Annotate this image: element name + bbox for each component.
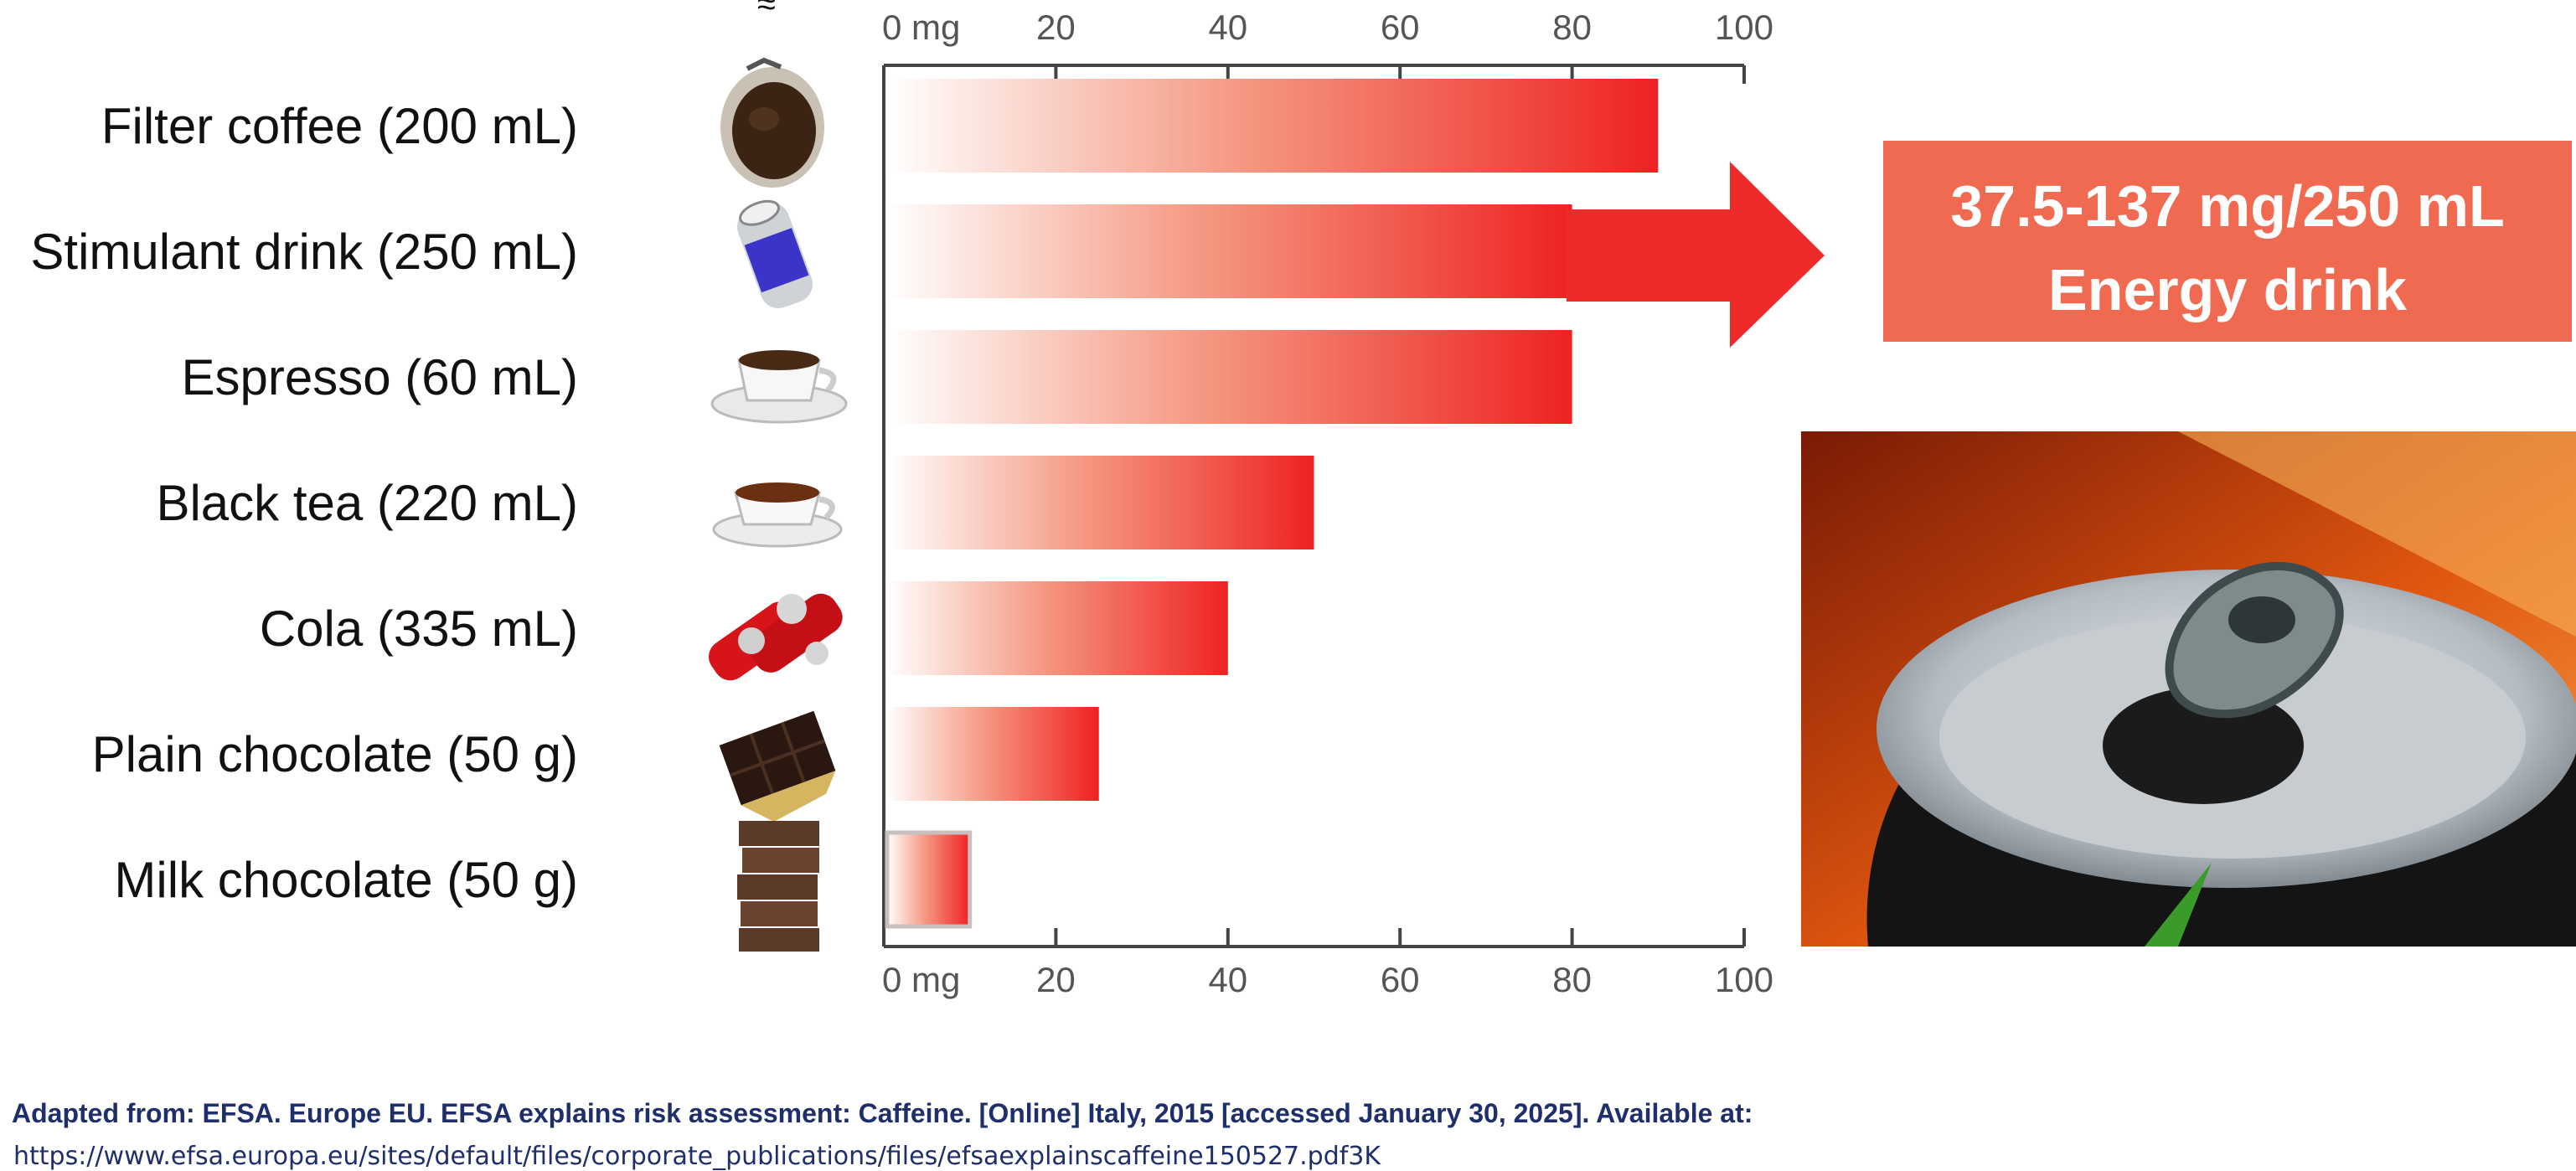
- bar: [887, 707, 1099, 801]
- category-label: Stimulant drink (250 mL): [30, 224, 578, 280]
- bar: [887, 581, 1228, 675]
- cola-cans-icon: [709, 586, 843, 681]
- tea-cup-icon: [712, 482, 843, 548]
- source-citation: Adapted from: EFSA. Europe EU. EFSA expl…: [12, 1098, 1753, 1128]
- coffee-filter-icon: [720, 57, 824, 188]
- tick-label-top: 100: [1715, 8, 1773, 47]
- category-label: Milk chocolate (50 g): [114, 852, 578, 908]
- espresso-cup-icon: [710, 350, 848, 424]
- callout-arrow: [1567, 162, 1825, 348]
- bottom-tick-labels: 0 mg 20 40 60 80 100: [882, 960, 1773, 999]
- bar: [887, 330, 1572, 424]
- category-labels: Filter coffee (200 mL) Stimulant drink (2…: [30, 98, 578, 908]
- category-label: Filter coffee (200 mL): [101, 98, 578, 154]
- dark-chocolate-icon: [719, 710, 836, 823]
- bar: [887, 204, 1572, 298]
- bars-group: [885, 79, 1659, 929]
- bar: [887, 456, 1314, 549]
- milk-chocolate-icon: [737, 821, 819, 952]
- tick-label-top: 20: [1036, 8, 1076, 47]
- tick-label-bottom: 20: [1036, 960, 1076, 999]
- tick-label-top: 60: [1381, 8, 1420, 47]
- tick-label-bottom: 40: [1208, 960, 1247, 999]
- approx-symbol: ≈: [757, 0, 776, 23]
- stimulant-can-icon: [736, 199, 813, 309]
- callout-line1: 37.5-137 mg/250 mL: [1950, 173, 2504, 239]
- category-label: Cola (335 mL): [260, 601, 578, 657]
- callout-line2: Energy drink: [2048, 257, 2407, 322]
- icons-group: [709, 57, 848, 952]
- tick-label-bottom: 100: [1715, 960, 1773, 999]
- tick-label-top: 40: [1208, 8, 1247, 47]
- bar: [887, 79, 1659, 173]
- bar: [885, 830, 973, 929]
- category-label: Espresso (60 mL): [182, 349, 579, 405]
- top-tick-labels: 0 mg 20 40 60 80 100: [882, 8, 1773, 47]
- chart-axes: [882, 64, 1746, 948]
- energy-drink-photo: [1801, 431, 2576, 947]
- category-label: Plain chocolate (50 g): [92, 726, 578, 782]
- tick-label-bottom: 0 mg: [882, 960, 960, 999]
- energy-drink-callout-box: [1883, 141, 2572, 342]
- tick-label-bottom: 80: [1552, 960, 1592, 999]
- tick-label-top: 0 mg: [882, 8, 960, 47]
- source-url: https://www.efsa.europa.eu/sites/default…: [13, 1142, 1381, 1171]
- category-label: Black tea (220 mL): [156, 475, 578, 531]
- tick-label-top: 80: [1552, 8, 1592, 47]
- tick-label-bottom: 60: [1381, 960, 1420, 999]
